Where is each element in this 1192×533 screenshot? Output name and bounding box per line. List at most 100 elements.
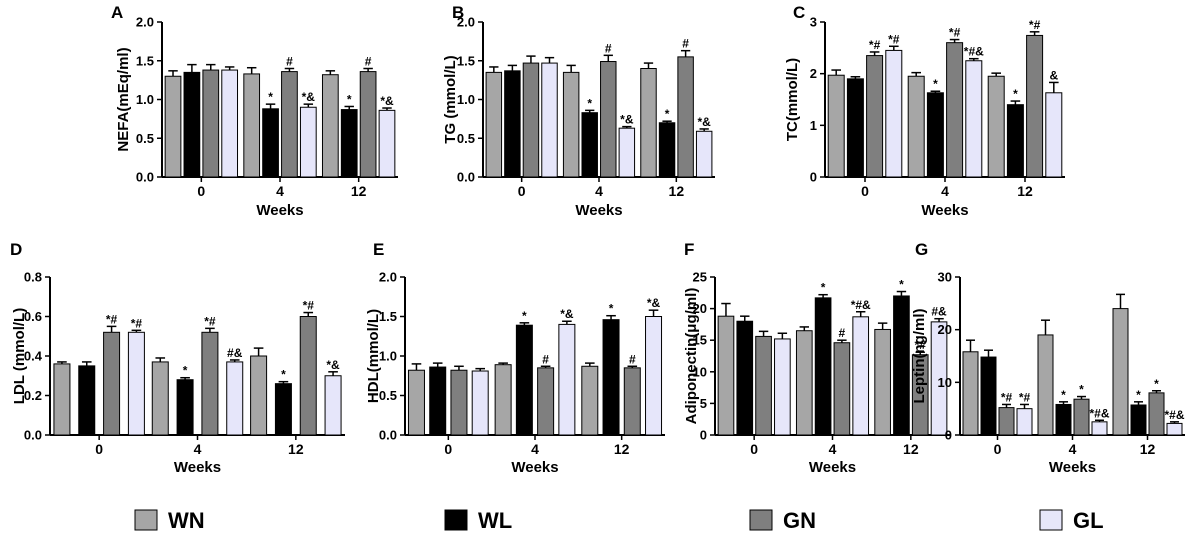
y-tick-label: 0.8: [24, 270, 42, 285]
bar-gl: [324, 375, 342, 436]
bar-gn: [833, 342, 851, 436]
y-tick-label: 1.5: [136, 53, 154, 68]
legend-label-gl: GL: [1073, 508, 1104, 533]
y-tick-label: 30: [938, 270, 952, 285]
bar-wn: [321, 74, 339, 178]
y-tick-label: 0.5: [136, 131, 154, 146]
bar-gl: [541, 62, 558, 178]
panel-g: G Leptin(ng/ml) 0 10 20 30 0 *# *# 4 * * *#& 12 * * *#& W…: [911, 240, 1185, 476]
significance-label: *#: [915, 338, 927, 352]
significance-label: *: [587, 96, 592, 110]
x-tick-label: 4: [829, 441, 837, 457]
bar-gl: [226, 361, 244, 436]
significance-label: *: [522, 309, 527, 323]
bar-gl: [1091, 421, 1108, 436]
bar-wn: [53, 363, 71, 436]
y-tick-label: 1: [810, 118, 817, 133]
bar-gl: [852, 316, 870, 436]
x-tick-label: 0: [750, 441, 758, 457]
x-tick-label: 0: [861, 183, 869, 199]
significance-label: *: [1154, 377, 1159, 391]
significance-label: #: [629, 352, 636, 366]
bar-wl: [581, 112, 598, 178]
significance-label: *#: [204, 314, 216, 328]
x-tick-label: 12: [903, 441, 919, 457]
y-tick-label: 0: [945, 428, 952, 443]
bar-wl: [814, 297, 832, 436]
bar-gn: [201, 331, 219, 436]
x-tick-label: 12: [1017, 183, 1033, 199]
y-tick-label: 1.0: [457, 92, 475, 107]
significance-label: *: [281, 368, 286, 382]
bar-gl: [471, 370, 489, 436]
legend-label-gn: GN: [783, 508, 816, 533]
y-tick-label: 2.0: [457, 15, 475, 30]
bar-wn: [987, 75, 1005, 178]
y-tick-label: 1.5: [379, 309, 397, 324]
significance-label: *#&: [1089, 406, 1109, 420]
bar-wl: [274, 383, 292, 436]
bar-wl: [504, 70, 521, 178]
bar-wl: [893, 295, 910, 436]
legend-label-wl: WL: [478, 508, 512, 533]
bar-gl: [127, 331, 145, 436]
y-axis-title: Leptin(ng/ml): [911, 309, 928, 404]
bar-gn: [1026, 34, 1044, 178]
bar-gn: [755, 335, 772, 436]
bar-gn: [450, 369, 468, 436]
y-tick-label: 15: [693, 333, 707, 348]
significance-label: *: [933, 77, 938, 91]
bar-wl: [980, 356, 997, 436]
bar-wl: [658, 122, 676, 178]
bar-wn: [962, 351, 979, 436]
significance-label: *&: [620, 113, 634, 127]
y-tick-label: 0.6: [24, 309, 42, 324]
bar-wn: [494, 364, 512, 436]
significance-label: *#: [1001, 390, 1013, 404]
bar-gl: [965, 60, 983, 178]
x-axis-title: Weeks: [1049, 459, 1096, 476]
significance-label: *#: [106, 312, 118, 326]
y-tick-label: 0.4: [24, 349, 43, 364]
legend-swatch-wl: [444, 509, 468, 531]
x-axis-title: Weeks: [511, 459, 558, 476]
significance-label: *: [347, 92, 352, 106]
significance-label: #: [682, 37, 689, 51]
panel-letter: E: [373, 240, 384, 259]
bar-gl: [1016, 408, 1033, 436]
x-tick-label: 4: [1069, 441, 1077, 457]
bar-wl: [262, 108, 279, 178]
bar-gl: [1166, 422, 1183, 436]
bar-gl: [558, 323, 576, 436]
significance-label: *#&: [964, 45, 984, 59]
legend: WN WL GN GL: [134, 508, 1104, 533]
x-tick-label: 0: [197, 183, 205, 199]
panel-letter: G: [915, 240, 928, 259]
bar-wn: [562, 71, 580, 178]
y-tick-label: 20: [693, 301, 707, 316]
significance-label: *&: [560, 307, 574, 321]
significance-label: *#&: [851, 298, 871, 312]
x-tick-label: 0: [444, 441, 452, 457]
significance-label: *#: [1029, 18, 1041, 32]
x-tick-label: 4: [595, 183, 603, 199]
significance-label: #: [839, 326, 846, 340]
bar-wl: [1006, 104, 1024, 178]
panel-a: A NEFA(mEq/ml) 0.0 0.5 1.0 1.5 2.0 0 4 * # *& 12 * # *&…: [111, 3, 398, 219]
bar-gn: [281, 71, 298, 178]
bar-wn: [640, 68, 657, 178]
bar-gn: [866, 55, 884, 178]
panel-d: D LDL (mmol/L) 0.0 0.2 0.4 0.6 0.8 0 *# *# 4 * *# #& 1…: [10, 240, 345, 476]
bar-wn: [874, 328, 891, 436]
panel-b: B TG (mmol/L) 0.0 0.5 1.0 1.5 2.0 0 4 * # *& 12 * # *& W…: [442, 3, 715, 219]
bar-wn: [151, 361, 169, 436]
significance-label: *#: [869, 38, 881, 52]
bar-wl: [736, 320, 754, 436]
bar-gn: [1073, 398, 1090, 436]
bar-wn: [485, 71, 503, 178]
y-tick-label: 0.0: [457, 170, 475, 185]
bar-wn: [407, 369, 425, 436]
x-tick-label: 0: [95, 441, 103, 457]
significance-label: *: [268, 90, 273, 104]
